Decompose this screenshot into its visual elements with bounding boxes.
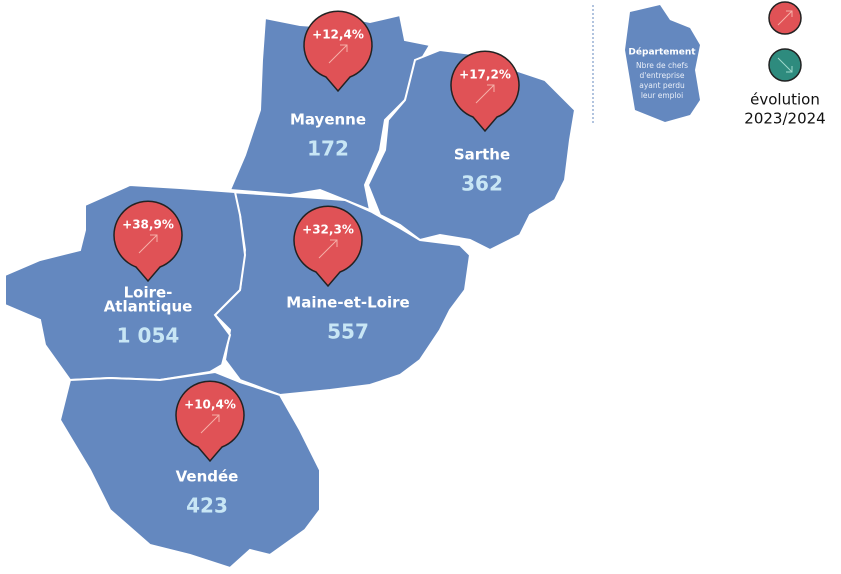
legend-description-line: ayant perdu: [639, 81, 685, 90]
legend-evolution: 2023/2024: [744, 110, 825, 128]
department-value: 362: [461, 172, 503, 196]
department-name: Vendée: [176, 468, 239, 486]
arrow-icon: [475, 84, 495, 104]
pin: [113, 200, 183, 283]
arrow-icon: [200, 414, 220, 434]
sarthe-shape: [366, 48, 577, 252]
pin: [303, 10, 373, 93]
department: Maine-et-Loire 557 +32,3%: [286, 205, 410, 344]
evolution: +17,2%: [459, 68, 511, 82]
department: Mayenne 172 +12,4%: [290, 10, 373, 161]
pins: Mayenne 172 +12,4% Sarthe 362 +17,2% Maine-et-…: [104, 10, 520, 518]
department-name: Maine-et-Loire: [286, 294, 409, 312]
legend-description-line: leur emploi: [641, 91, 683, 100]
mayenne-shape: [228, 13, 432, 212]
department: Loire-Atlantique 1 054 +38,9%: [104, 200, 193, 348]
department: Vendée 423 +10,4%: [175, 380, 245, 518]
department-name: Loire-: [124, 284, 173, 302]
pin: [175, 380, 245, 463]
department-value: 172: [307, 137, 349, 161]
legend-description-line: Nbre de chefs: [636, 61, 688, 70]
pin: [293, 205, 363, 288]
legend-up: [768, 1, 802, 35]
department: Sarthe 362 +17,2%: [450, 50, 520, 196]
evolution: +38,9%: [122, 218, 174, 232]
arrow-icon: [328, 44, 348, 64]
department-name: Mayenne: [290, 111, 366, 129]
department-value: 557: [327, 320, 369, 344]
legend-title: Département: [628, 47, 696, 58]
department-name: Atlantique: [104, 298, 193, 316]
legend-description-line: d'entreprise: [639, 71, 684, 80]
legend-down: [768, 48, 802, 82]
evolution: +12,4%: [312, 28, 364, 42]
arrow-icon: [138, 234, 158, 254]
legend-evolution: évolution: [750, 91, 820, 109]
evolution: +10,4%: [184, 398, 236, 412]
department-value: 1 054: [117, 324, 180, 348]
arrow-icon: [318, 239, 338, 259]
pin: [450, 50, 520, 133]
vendee-shape: [58, 370, 321, 570]
evolution: +32,3%: [302, 223, 354, 237]
regions: [4, 13, 577, 570]
department-name: Sarthe: [454, 146, 510, 164]
department-value: 423: [186, 494, 228, 518]
legend-shape: [625, 5, 700, 122]
